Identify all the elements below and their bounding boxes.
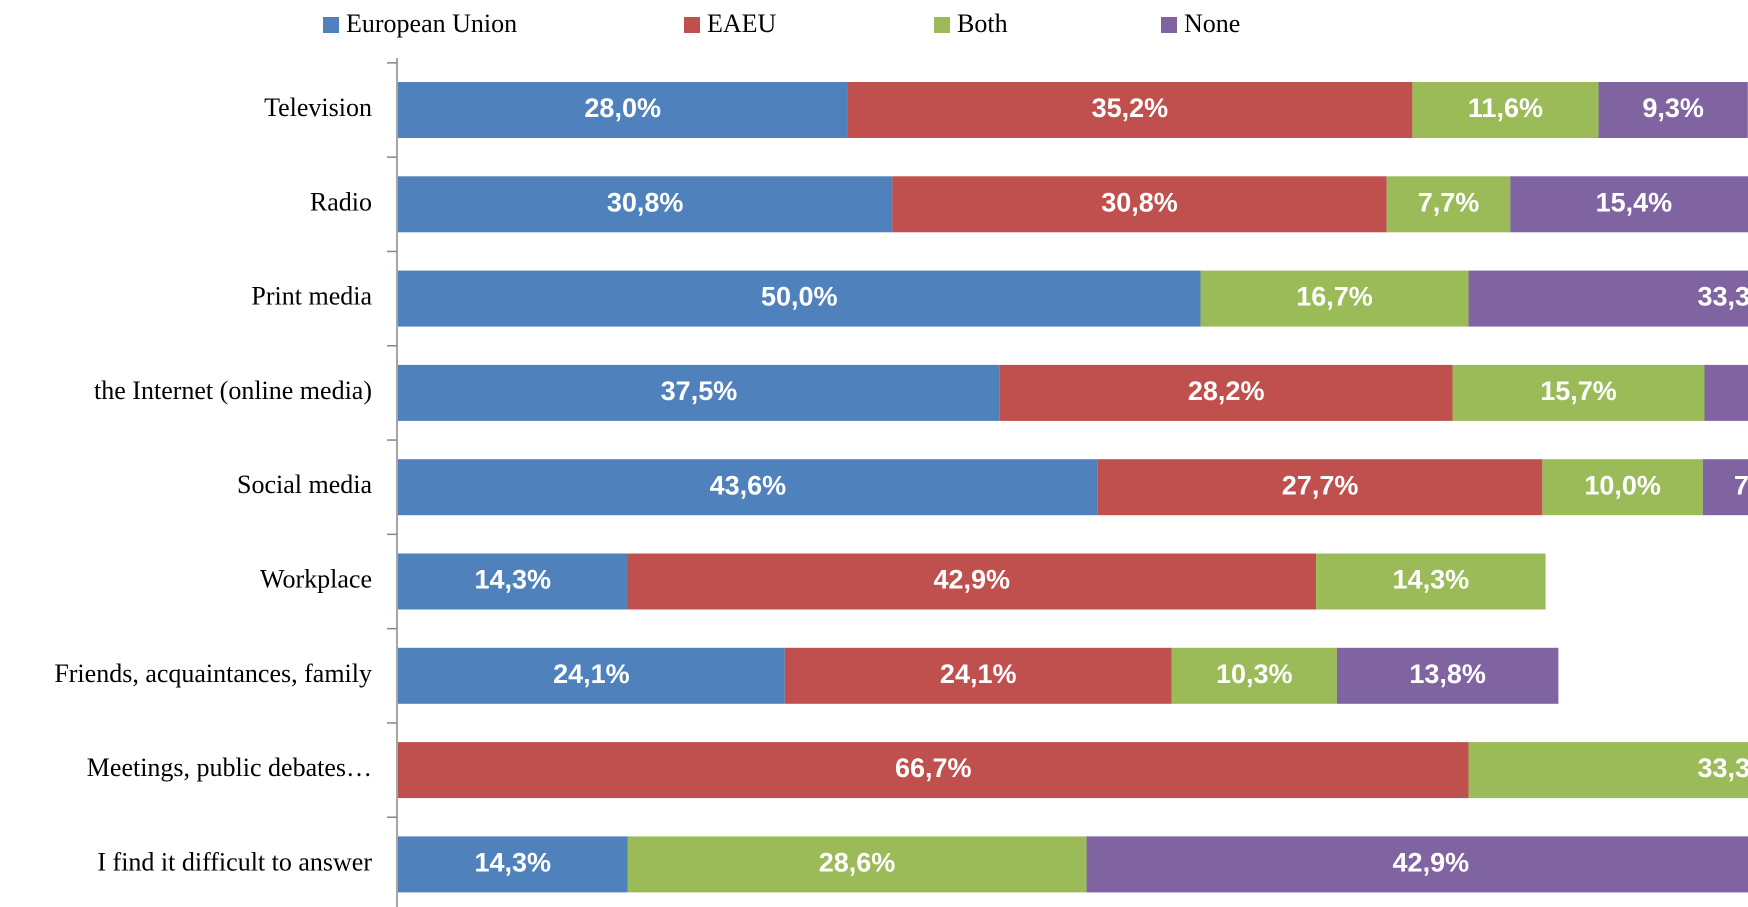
bar-segment — [1704, 364, 1748, 421]
bar-segment — [1510, 176, 1748, 233]
bar-segment — [398, 176, 893, 233]
data-label: 15,4% — [1596, 187, 1673, 217]
bar-segment — [1316, 553, 1546, 610]
y-tick-label: Meetings, public debates… — [87, 753, 372, 782]
y-tick-label: Print media — [251, 282, 372, 311]
data-label: 10,3% — [1216, 659, 1293, 689]
legend-label: None — [1184, 9, 1240, 38]
legend-swatch — [1161, 17, 1177, 33]
bar-segment — [398, 553, 628, 610]
bar-segment — [892, 176, 1387, 233]
y-tick-label: Social media — [237, 470, 372, 499]
bar-segment — [1468, 270, 1748, 327]
legend-swatch — [934, 17, 950, 33]
legend-label: European Union — [346, 9, 517, 38]
data-label: 42,9% — [1393, 848, 1470, 878]
data-label: 28,2% — [1188, 376, 1265, 406]
y-tick-label: Radio — [310, 187, 372, 216]
data-label: 13,8% — [1409, 659, 1486, 689]
bar-segment — [1702, 459, 1748, 516]
bar-segment — [398, 836, 628, 893]
data-label: 14,3% — [474, 565, 551, 595]
data-label: 27,7% — [1282, 470, 1359, 500]
bar-segment — [627, 836, 1087, 893]
bar-segment — [847, 82, 1413, 138]
bar-segment — [398, 742, 1469, 799]
data-label: 30,8% — [607, 187, 684, 217]
data-label: 14,3% — [1393, 565, 1470, 595]
bar-segment — [398, 82, 848, 138]
data-label: 10,0% — [1584, 470, 1661, 500]
data-label: 37,5% — [661, 376, 738, 406]
bar-segment — [1097, 459, 1543, 516]
bar-segment — [1542, 459, 1703, 516]
y-tick-label: I find it difficult to answer — [97, 847, 372, 876]
bar-segment — [627, 553, 1317, 610]
y-tick-label: Workplace — [260, 564, 372, 593]
legend-swatch — [323, 17, 339, 33]
data-label: 11,6% — [1468, 93, 1543, 123]
data-label: 7,7% — [1734, 470, 1748, 500]
legend-swatch — [684, 17, 700, 33]
bar-segment — [1386, 176, 1511, 233]
bar-segment — [398, 459, 1098, 516]
bar-segment — [398, 270, 1201, 327]
data-label: 35,2% — [1092, 93, 1169, 123]
bar-segment — [1200, 270, 1469, 327]
data-label: 24,1% — [940, 659, 1017, 689]
data-label: 42,9% — [934, 565, 1011, 595]
data-label: 33,3% — [1697, 282, 1748, 312]
data-label: 28,0% — [584, 93, 661, 123]
data-label: 15,7% — [1540, 376, 1617, 406]
data-label: 14,3% — [474, 848, 551, 878]
bar-segment — [784, 647, 1172, 704]
bar-segment — [398, 364, 1000, 421]
data-label: 30,8% — [1101, 187, 1178, 217]
data-label: 16,7% — [1296, 282, 1373, 312]
bar-segment — [1086, 836, 1748, 893]
bar-segment — [1171, 647, 1337, 704]
legend-label: EAEU — [707, 9, 777, 38]
data-label: 33,3% — [1697, 753, 1748, 783]
bar-segment — [1452, 364, 1705, 421]
bar-segment — [999, 364, 1453, 421]
bar-segment — [1598, 82, 1748, 138]
y-tick-label: Friends, acquaintances, family — [54, 659, 372, 688]
bar-segment — [1336, 647, 1559, 704]
legend-label: Both — [957, 9, 1008, 38]
y-tick-label: Television — [264, 93, 372, 122]
data-label: 7,7% — [1418, 187, 1480, 217]
data-label: 66,7% — [895, 753, 972, 783]
data-label: 43,6% — [710, 470, 787, 500]
bar-segment — [398, 647, 785, 704]
bar-segment — [1468, 742, 1748, 799]
data-label: 28,6% — [819, 848, 896, 878]
y-tick-label: the Internet (online media) — [94, 376, 372, 405]
bar-segment — [1412, 82, 1599, 138]
data-label: 50,0% — [761, 282, 838, 312]
data-label: 24,1% — [553, 659, 630, 689]
data-label: 9,3% — [1642, 93, 1704, 123]
